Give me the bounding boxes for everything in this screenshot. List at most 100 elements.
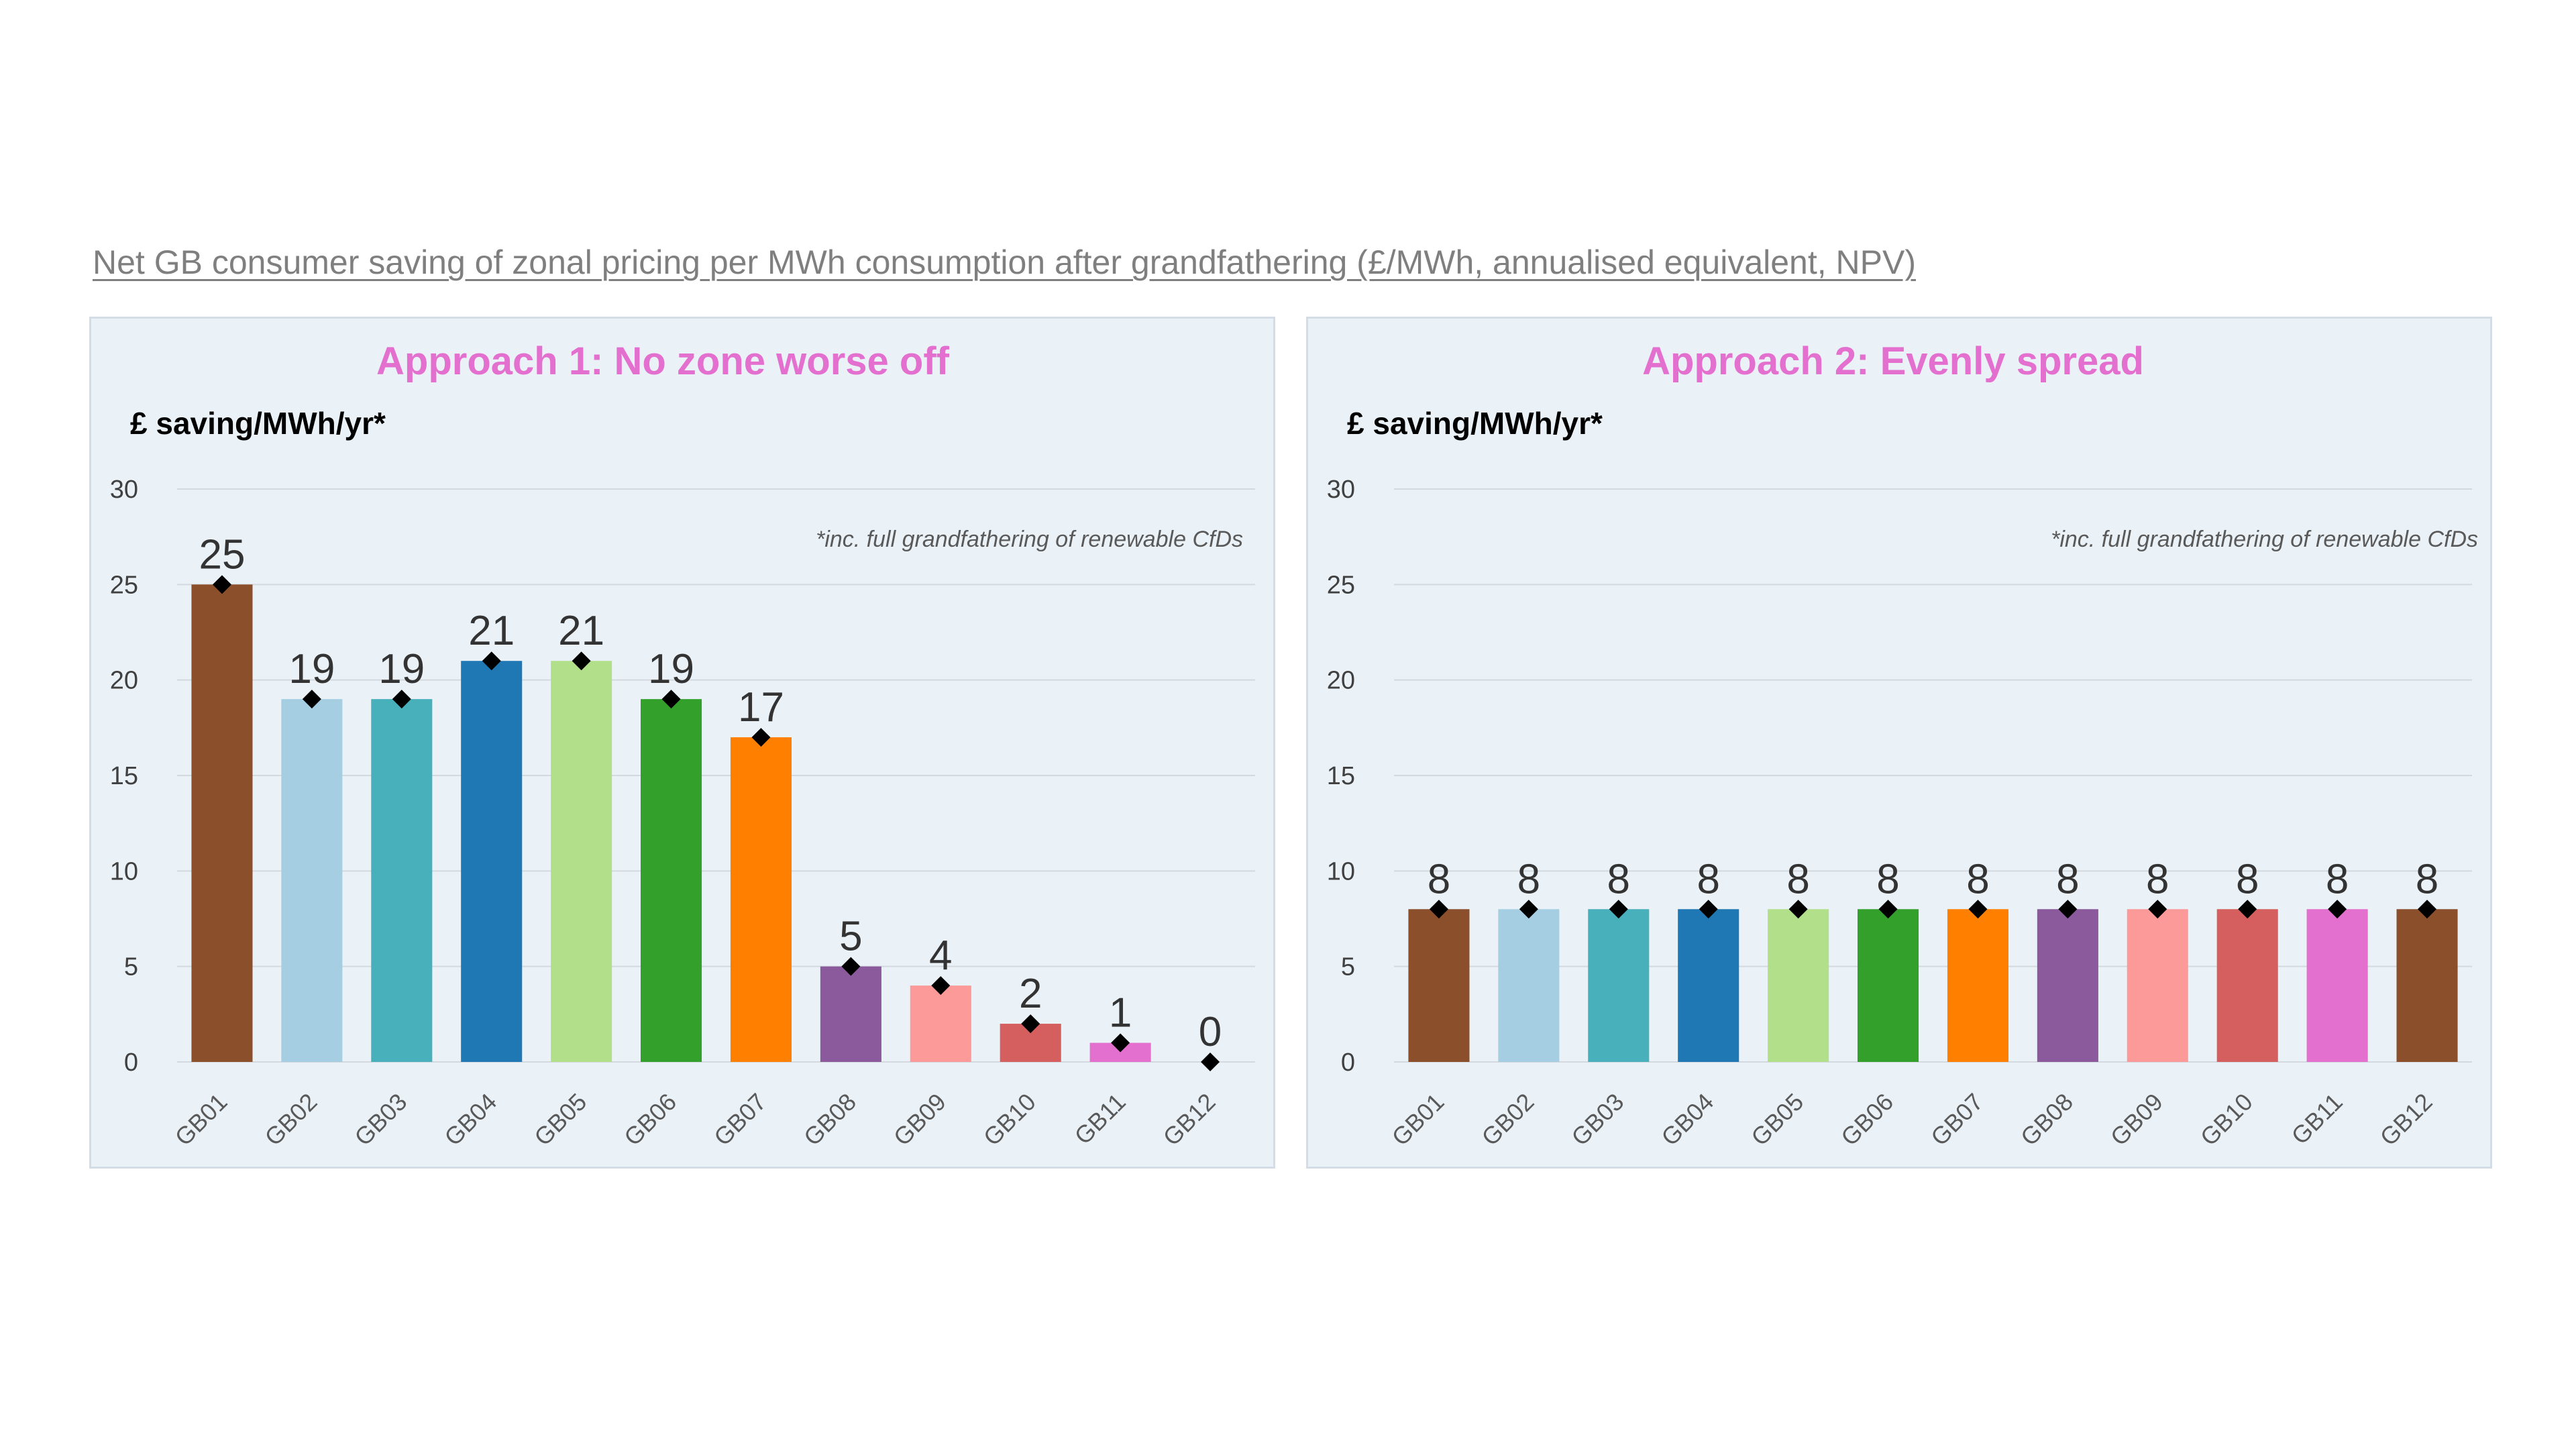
x-tick-label: GB07 — [1925, 1088, 1988, 1151]
bar — [1858, 909, 1919, 1062]
bar — [641, 699, 702, 1062]
diamond-marker — [1609, 900, 1628, 919]
data-label: 8 — [1876, 856, 1899, 902]
bar — [461, 661, 523, 1062]
y-tick-label: 25 — [110, 571, 138, 599]
data-label: 4 — [929, 932, 952, 979]
diamond-marker — [1878, 900, 1898, 919]
diamond-marker — [572, 651, 591, 671]
y-tick-label: 30 — [1327, 476, 1355, 504]
diamond-marker — [2058, 900, 2078, 919]
x-tick-label: GB04 — [439, 1088, 502, 1151]
bar — [2127, 909, 2188, 1062]
y-tick-label: 5 — [124, 953, 138, 981]
y-tick-label: 0 — [124, 1049, 138, 1077]
y-tick-label: 0 — [1341, 1049, 1355, 1077]
data-label: 8 — [2416, 856, 2438, 902]
diamond-marker — [1968, 900, 1988, 919]
x-tick-label: GB12 — [1158, 1088, 1221, 1151]
data-label: 8 — [1517, 856, 1540, 902]
bar — [730, 737, 792, 1062]
diamond-marker — [1519, 900, 1538, 919]
chart-approach-1: Approach 1: No zone worse off £ saving/M… — [110, 339, 1255, 1151]
x-tick-label: GB04 — [1656, 1088, 1719, 1151]
bar — [1678, 909, 1739, 1062]
bar — [910, 985, 971, 1062]
data-label: 8 — [2326, 856, 2349, 902]
y-axis-label: £ saving/MWh/yr* — [1347, 406, 1603, 441]
diamond-marker — [2148, 900, 2167, 919]
data-label: 8 — [1966, 856, 1989, 902]
y-tick-label: 20 — [110, 667, 138, 695]
chart-title: Approach 2: Evenly spread — [1642, 339, 2144, 383]
data-label: 19 — [648, 646, 694, 692]
data-label: 8 — [1786, 856, 1809, 902]
data-label: 19 — [288, 646, 335, 692]
data-label: 8 — [1697, 856, 1719, 902]
data-label: 8 — [2056, 856, 2079, 902]
x-tick-label: GB01 — [1387, 1088, 1450, 1151]
page-title: Net GB consumer saving of zonal pricing … — [93, 244, 1916, 281]
y-axis-label: £ saving/MWh/yr* — [130, 406, 386, 441]
diamond-marker — [931, 976, 951, 996]
data-label: 19 — [378, 646, 425, 692]
diamond-marker — [1699, 900, 1718, 919]
x-tick-label: GB06 — [619, 1088, 682, 1151]
diamond-marker — [751, 728, 771, 747]
data-label: 21 — [558, 608, 604, 654]
data-label: 1 — [1109, 990, 1132, 1036]
y-tick-label: 30 — [110, 476, 138, 504]
x-tick-label: GB09 — [2105, 1088, 2168, 1151]
diamond-marker — [302, 690, 321, 709]
bar — [1408, 909, 1470, 1062]
x-tick-label: GB02 — [1476, 1088, 1539, 1151]
chart-note: *inc. full grandfathering of renewable C… — [816, 527, 1243, 552]
data-label: 5 — [839, 914, 862, 960]
bar — [1498, 909, 1560, 1062]
diamond-marker — [2328, 900, 2347, 919]
bar — [2396, 909, 2458, 1062]
diamond-marker — [1201, 1053, 1220, 1071]
data-label: 17 — [738, 684, 784, 731]
diamond-marker — [1111, 1033, 1130, 1053]
bar — [371, 699, 433, 1062]
x-tick-label: GB05 — [1746, 1088, 1809, 1151]
x-tick-label: GB08 — [798, 1088, 861, 1151]
chart-title: Approach 1: No zone worse off — [376, 339, 950, 383]
x-tick-label: GB03 — [1566, 1088, 1629, 1151]
y-tick-label: 20 — [1327, 667, 1355, 695]
y-tick-label: 15 — [110, 762, 138, 790]
y-tick-label: 25 — [1327, 571, 1355, 599]
bar — [1947, 909, 2008, 1062]
diamond-marker — [1429, 900, 1448, 919]
data-label: 8 — [1428, 856, 1450, 902]
bar — [551, 661, 612, 1062]
x-tick-label: GB08 — [2015, 1088, 2078, 1151]
x-tick-label: GB11 — [1069, 1088, 1131, 1150]
chart-panel-approach-2: Approach 2: Evenly spread £ saving/MWh/y… — [1306, 317, 2492, 1169]
data-label: 8 — [2146, 856, 2169, 902]
gridlines — [1394, 488, 2472, 1063]
data-label: 8 — [2236, 856, 2259, 902]
diamond-marker — [2418, 900, 2437, 919]
data-label: 0 — [1199, 1009, 1222, 1055]
bar — [820, 966, 881, 1062]
gridlines — [177, 488, 1255, 1063]
x-tick-label: GB12 — [2375, 1088, 2438, 1151]
diamond-marker — [841, 957, 861, 976]
x-tick-label: GB06 — [1835, 1088, 1898, 1151]
x-tick-label: GB01 — [170, 1088, 233, 1151]
x-tick-label: GB09 — [888, 1088, 951, 1151]
diamond-marker — [212, 575, 231, 594]
x-tick-label: GB11 — [2286, 1088, 2348, 1150]
bar — [2216, 909, 2278, 1062]
bar — [1768, 909, 1829, 1062]
bar — [191, 584, 253, 1062]
x-tick-label: GB05 — [529, 1088, 592, 1151]
data-label: 2 — [1019, 971, 1042, 1017]
x-tick-label: GB10 — [2195, 1088, 2258, 1151]
chart-note: *inc. full grandfathering of renewable C… — [2051, 527, 2478, 552]
x-tick-label: GB03 — [349, 1088, 412, 1151]
y-tick-label: 5 — [1341, 953, 1355, 981]
y-tick-label: 10 — [1327, 857, 1355, 885]
